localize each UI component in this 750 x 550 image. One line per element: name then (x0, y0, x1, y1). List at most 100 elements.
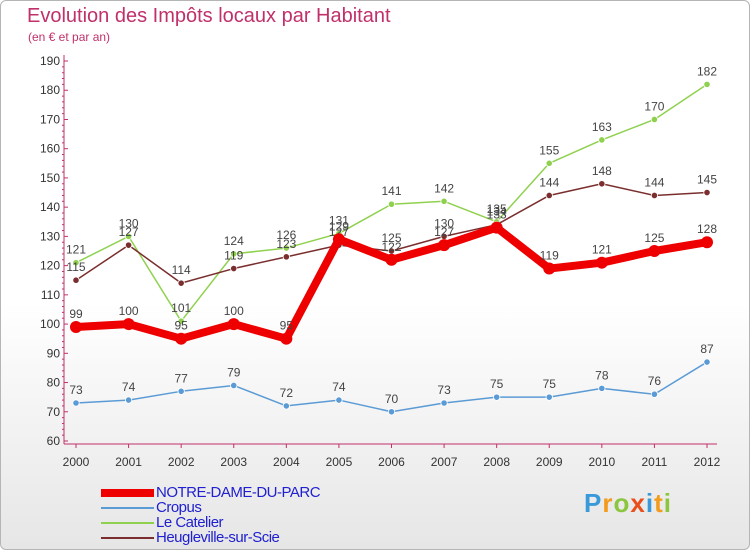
data-point-notre-dame-du-parc (280, 332, 293, 345)
data-label-le-catelier: 170 (644, 99, 664, 113)
data-point-notre-dame-du-parc (543, 262, 556, 275)
data-label-notre-dame-du-parc: 100 (224, 304, 244, 318)
legend-swatch (101, 507, 154, 509)
data-label-le-catelier: 121 (66, 243, 86, 257)
data-label-cropus: 87 (700, 342, 714, 356)
data-point-heugleville-sur-scie (282, 253, 290, 261)
x-tick-label: 2012 (694, 455, 721, 469)
data-label-cropus: 73 (437, 383, 451, 397)
data-point-heugleville-sur-scie (124, 241, 133, 249)
data-label-cropus: 75 (543, 377, 557, 391)
data-label-cropus: 70 (385, 392, 399, 406)
data-point-notre-dame-du-parc (70, 321, 82, 333)
data-label-cropus: 74 (122, 380, 136, 394)
data-point-cropus (282, 402, 290, 410)
data-point-le-catelier (124, 232, 133, 240)
legend-label: Heugleville-sur-Scie (156, 529, 280, 546)
data-point-heugleville-sur-scie (230, 264, 238, 273)
data-label-notre-dame-du-parc: 99 (69, 307, 83, 321)
data-point-notre-dame-du-parc (332, 233, 345, 246)
data-point-le-catelier (72, 259, 80, 267)
legend-label: Cropus (156, 499, 202, 516)
data-point-le-catelier (440, 197, 448, 205)
data-point-cropus (124, 396, 133, 404)
legend-swatch (101, 489, 154, 497)
y-tick-label: 160 (40, 142, 60, 156)
data-point-heugleville-sur-scie (545, 191, 553, 200)
data-label-heugleville-sur-scie: 134 (487, 205, 507, 219)
data-label-le-catelier: 142 (434, 181, 454, 195)
data-label-le-catelier: 155 (539, 143, 559, 157)
legend-swatch (101, 522, 154, 524)
data-point-notre-dame-du-parc (227, 318, 240, 331)
data-label-heugleville-sur-scie: 130 (434, 216, 454, 230)
data-label-heugleville-sur-scie: 145 (697, 173, 717, 187)
data-point-cropus (387, 408, 396, 416)
data-point-notre-dame-du-parc (648, 245, 661, 257)
data-label-cropus: 79 (227, 365, 241, 379)
data-point-notre-dame-du-parc (438, 239, 451, 252)
data-label-cropus: 78 (595, 368, 609, 382)
x-tick-label: 2006 (378, 455, 405, 469)
data-label-notre-dame-du-parc: 133 (487, 208, 507, 222)
data-point-heugleville-sur-scie (598, 180, 606, 188)
data-point-notre-dame-du-parc (175, 332, 188, 345)
data-label-le-catelier: 124 (224, 234, 244, 248)
data-point-notre-dame-du-parc (595, 256, 608, 269)
data-point-le-catelier (650, 115, 659, 124)
data-label-heugleville-sur-scie: 119 (224, 249, 243, 263)
x-tick-label: 2008 (483, 455, 510, 469)
data-label-le-catelier: 182 (697, 64, 717, 78)
data-point-cropus (598, 384, 606, 392)
x-tick-label: 2001 (115, 455, 142, 469)
x-tick-label: 2005 (326, 455, 353, 469)
x-tick-label: 2011 (642, 455, 668, 469)
data-label-le-catelier: 126 (276, 228, 296, 242)
data-point-le-catelier (598, 136, 606, 144)
data-label-notre-dame-du-parc: 122 (381, 240, 401, 254)
y-tick-label: 150 (40, 171, 60, 185)
x-tick-label: 2002 (168, 455, 195, 469)
proxiti-logo: Proxiti (584, 488, 672, 518)
data-label-notre-dame-du-parc: 119 (540, 249, 559, 263)
data-point-notre-dame-du-parc (385, 253, 398, 266)
data-label-cropus: 72 (280, 386, 294, 400)
data-label-cropus: 74 (332, 380, 346, 394)
data-point-notre-dame-du-parc (701, 236, 713, 249)
data-point-cropus (72, 399, 80, 407)
data-point-notre-dame-du-parc (490, 221, 503, 234)
data-point-cropus (545, 393, 553, 401)
data-label-cropus: 76 (648, 374, 662, 388)
data-point-le-catelier (282, 244, 290, 252)
data-label-heugleville-sur-scie: 144 (539, 175, 559, 189)
y-tick-label: 110 (41, 288, 60, 302)
data-point-heugleville-sur-scie (650, 191, 659, 200)
chart-title: Evolution des Impôts locaux par Habitant (27, 5, 391, 27)
y-tick-label: 190 (40, 54, 60, 68)
data-point-cropus (335, 396, 343, 404)
data-label-heugleville-sur-scie: 144 (644, 175, 664, 189)
data-label-heugleville-sur-scie: 127 (329, 225, 349, 239)
data-point-cropus (440, 399, 448, 407)
x-tick-label: 2010 (588, 455, 615, 469)
data-label-cropus: 77 (174, 371, 188, 385)
legend-label: NOTRE-DAME-DU-PARC (156, 484, 321, 501)
y-tick-label: 60 (47, 434, 61, 448)
data-label-heugleville-sur-scie: 123 (276, 237, 296, 251)
data-label-notre-dame-du-parc: 121 (592, 243, 612, 257)
data-point-heugleville-sur-scie (72, 276, 80, 284)
data-label-le-catelier: 101 (171, 301, 191, 315)
data-label-heugleville-sur-scie: 114 (172, 263, 191, 277)
data-label-le-catelier: 135 (487, 202, 507, 216)
data-point-cropus (230, 381, 238, 390)
data-point-cropus (650, 390, 659, 398)
data-label-notre-dame-du-parc: 125 (644, 231, 664, 245)
data-label-cropus: 73 (69, 383, 83, 397)
y-tick-label: 180 (40, 83, 60, 97)
data-label-notre-dame-du-parc: 95 (174, 319, 188, 333)
data-label-notre-dame-du-parc: 95 (280, 319, 294, 333)
x-tick-label: 2007 (431, 455, 458, 469)
data-point-le-catelier (387, 200, 396, 208)
